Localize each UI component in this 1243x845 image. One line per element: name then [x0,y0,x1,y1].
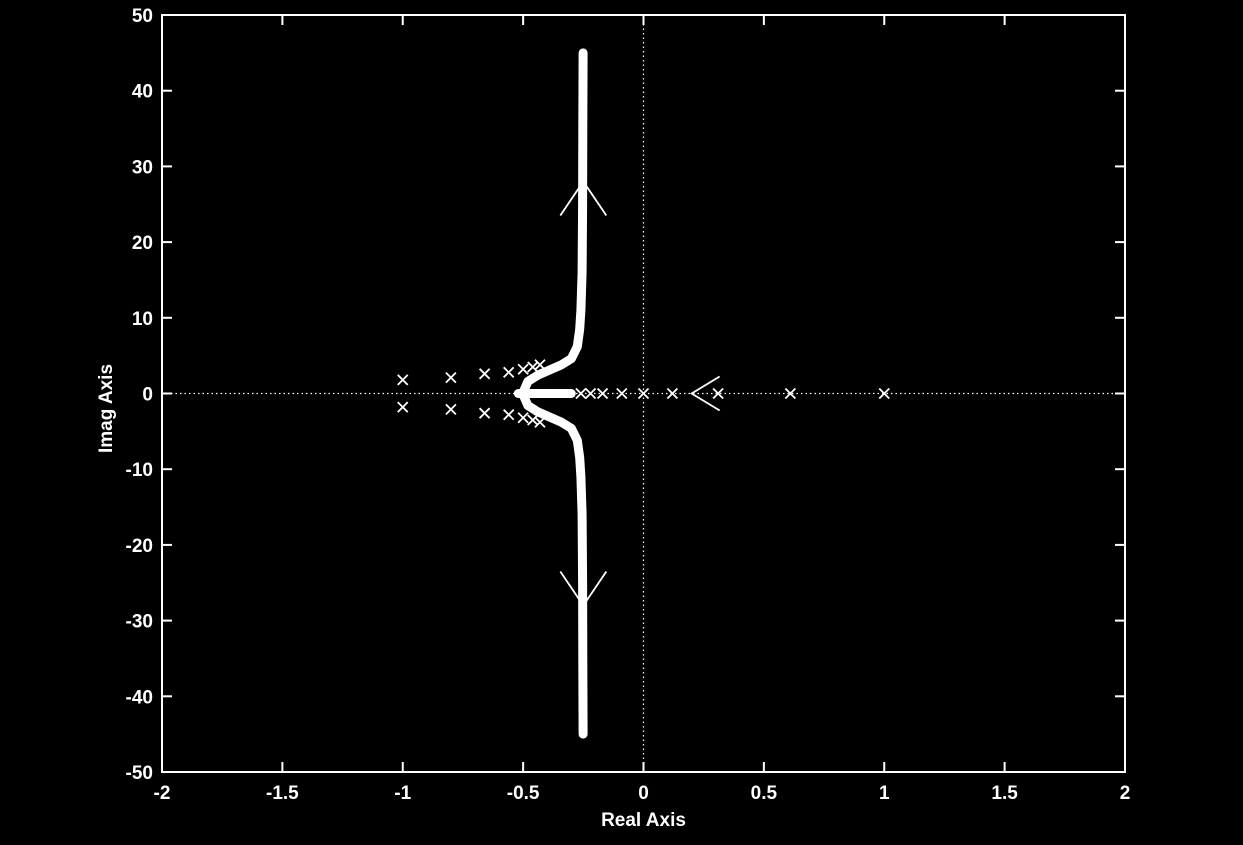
y-tick-label: -40 [126,687,153,708]
pole-marker-x [478,407,491,419]
pole-marker-x [596,387,609,400]
x-axis-label: Real Axis [601,810,686,831]
locus-branch-2 [518,390,588,739]
pole-marker-x [878,387,890,400]
y-tick-label: 50 [132,6,153,27]
y-axis-label: Imag Axis [96,364,117,453]
direction-arrow-down [559,570,608,608]
y-tick-label: 10 [132,309,153,330]
pole-marker-x [397,374,409,386]
pole-marker-x [534,359,546,371]
closed-loop-pole-markers [397,359,890,428]
pole-marker-x [517,363,529,375]
x-tick-label: -2 [154,783,171,804]
x-tick-label: -1 [394,783,411,804]
direction-arrow-left [689,375,721,412]
pole-marker-x [503,409,515,421]
pole-marker-x [616,387,628,400]
locus-branch-1 [518,48,588,397]
pole-marker-x [503,366,515,378]
y-axis-ticks: -50 -40 -30 -20 -10 0 10 20 30 40 50 [126,6,1125,784]
pole-marker-x [575,387,587,400]
pole-marker-x [784,387,796,400]
pole-marker-x [712,387,724,400]
pole-marker-x [527,414,539,426]
pole-marker-x [445,371,457,384]
y-tick-label: -10 [126,460,153,481]
y-tick-label: -20 [126,536,153,557]
pole-marker-x [637,387,650,400]
pole-marker-x [666,387,679,400]
locus-curves [513,48,588,739]
x-tick-label: 2 [1120,783,1131,804]
y-tick-label: -50 [126,763,153,784]
pole-marker-x [478,368,491,380]
x-tick-label: -0.5 [507,783,540,804]
y-tick-label: 40 [132,82,153,103]
x-tick-label: 0.5 [751,783,778,804]
y-tick-label: 0 [142,385,153,406]
x-tick-label: 0 [638,783,649,804]
y-tick-label: -30 [126,612,153,633]
y-tick-label: 20 [132,233,153,254]
pole-marker-x [397,401,409,413]
x-tick-label: 1.5 [991,783,1018,804]
x-axis-ticks: -2 -1.5 -1 -0.5 0 0.5 1 1.5 2 [154,15,1131,804]
pole-marker-x [534,416,546,428]
y-tick-label: 30 [132,157,153,178]
x-tick-label: 1 [879,783,890,804]
pole-marker-x [584,387,597,400]
pole-marker-x [445,403,457,416]
pole-marker-x [527,361,539,373]
direction-arrow-up [559,179,608,217]
pole-marker-x [517,412,529,424]
direction-arrows [559,179,721,608]
x-tick-label: -1.5 [266,783,299,804]
